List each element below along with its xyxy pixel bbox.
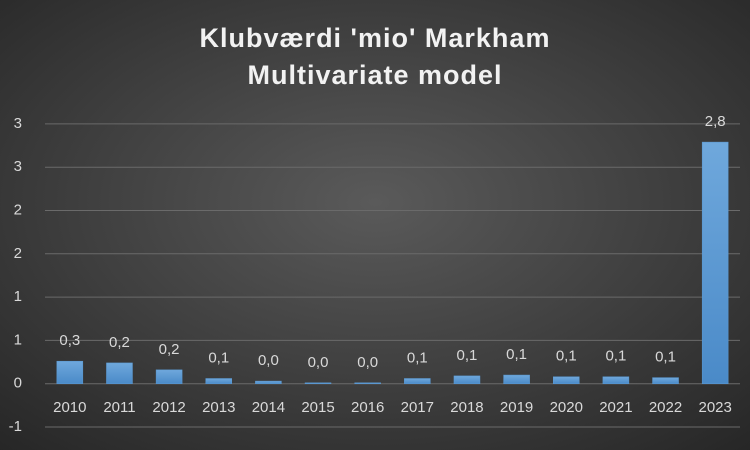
x-tick-label: 2010 [53,399,86,416]
y-tick-label: 2 [14,201,22,218]
x-tick-label: 2013 [202,399,235,416]
bar [354,382,381,384]
x-tick-label: 2014 [252,399,285,416]
bar [155,369,183,384]
chart-title: Multivariate model [247,60,502,90]
bar [701,141,729,384]
chart-title: Klubværdi 'mio' Markham [200,23,551,53]
bar [652,377,679,384]
data-label: 0,0 [258,352,279,369]
bar [602,376,630,384]
y-tick-label: 1 [14,331,22,348]
x-tick-label: 2017 [401,399,434,416]
x-tick-label: 2020 [550,399,583,416]
bar [106,362,133,384]
y-tick-label: -1 [9,418,22,435]
data-label: 0,1 [556,348,577,365]
bar [56,360,84,384]
y-tick-label: 3 [14,115,22,132]
y-tick-label: 1 [14,288,22,305]
data-label: 2,8 [705,113,726,130]
bar [404,378,431,384]
data-label: 0,0 [308,354,329,371]
x-tick-label: 2022 [649,399,682,416]
data-label: 0,1 [457,347,478,364]
bar [503,374,530,384]
data-label: 0,1 [208,349,229,366]
data-label: 0,2 [109,334,130,351]
x-tick-label: 2012 [152,399,185,416]
bar [205,378,232,384]
data-label: 0,3 [59,332,80,349]
y-tick-label: 2 [14,245,22,262]
bar [553,376,580,384]
x-tick-label: 2015 [301,399,334,416]
x-tick-label: 2023 [698,399,731,416]
bar [304,382,332,384]
data-label: 0,2 [159,341,180,358]
bar [255,380,282,384]
x-tick-label: 2011 [103,399,135,416]
x-tick-label: 2016 [351,399,384,416]
data-label: 0,1 [605,348,626,365]
data-label: 0,1 [407,349,428,366]
bar [453,375,481,384]
data-label: 0,1 [506,346,527,363]
data-label: 0,1 [655,349,676,366]
y-tick-label: 0 [14,375,22,392]
x-tick-label: 2018 [450,399,483,416]
x-tick-label: 2021 [599,399,632,416]
data-label: 0,0 [357,354,378,371]
y-tick-label: 3 [14,158,22,175]
x-tick-label: 2019 [500,399,533,416]
